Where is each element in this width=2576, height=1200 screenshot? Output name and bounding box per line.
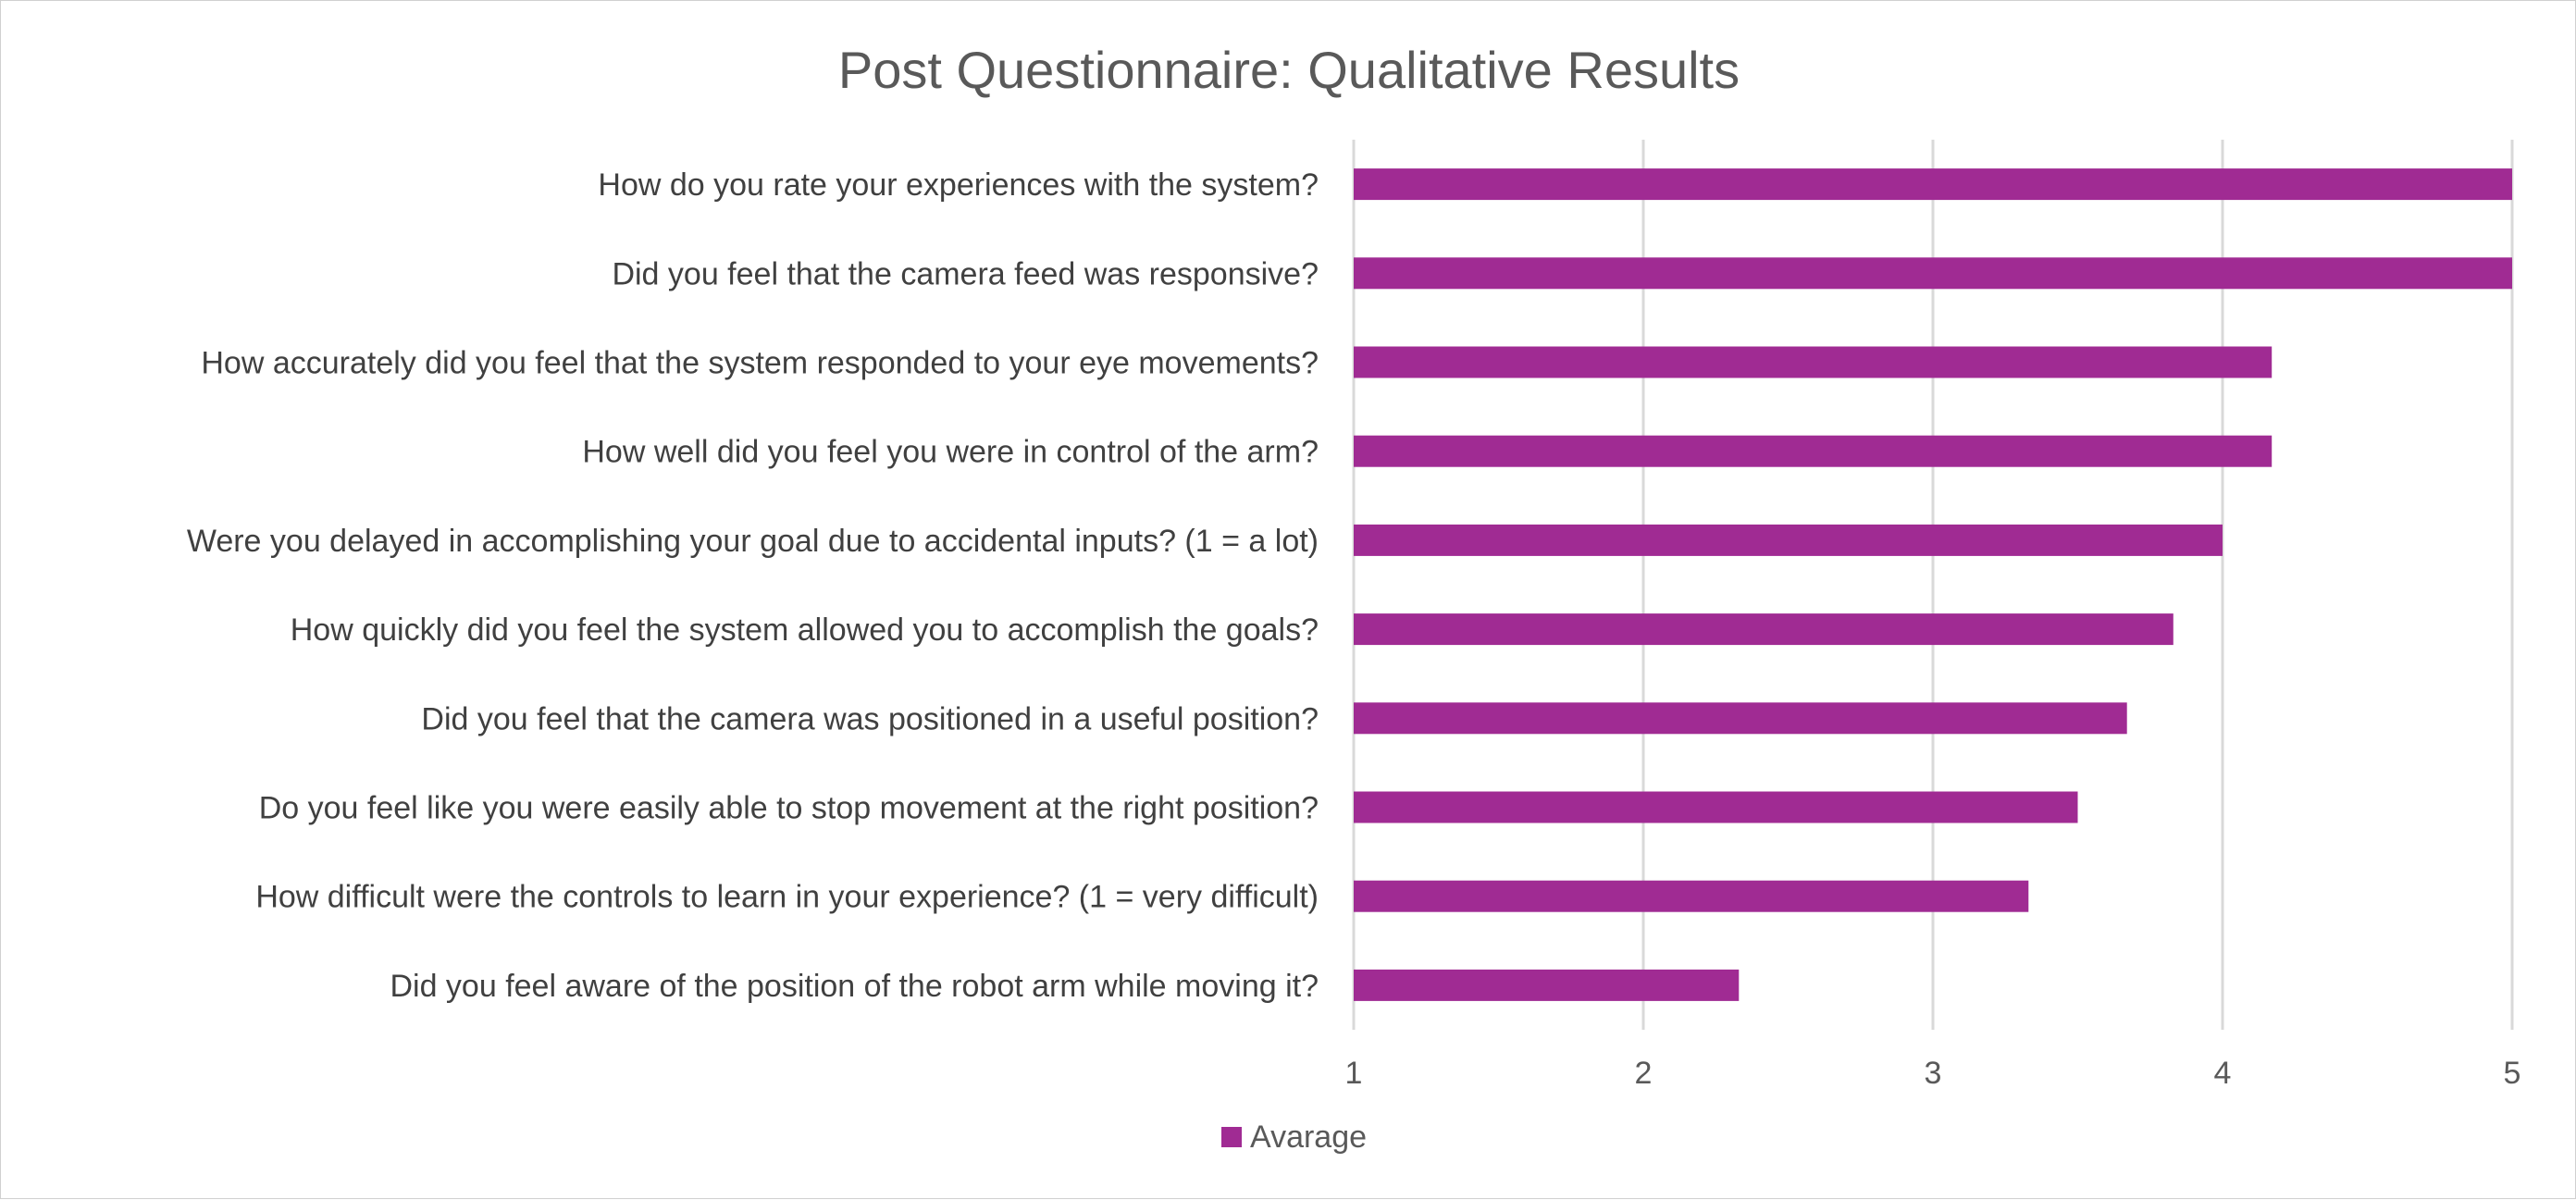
category-label: How accurately did you feel that the sys… — [201, 346, 1319, 381]
legend-swatch — [1221, 1127, 1242, 1147]
category-label: How difficult were the controls to learn… — [255, 880, 1319, 915]
bars — [1354, 168, 2512, 1001]
chart-title: Post Questionnaire: Qualitative Results — [838, 41, 1740, 99]
category-label: How quickly did you feel the system allo… — [291, 612, 1319, 648]
bar — [1354, 346, 2273, 378]
x-tick-label: 5 — [2504, 1056, 2521, 1091]
category-labels: How do you rate your experiences with th… — [187, 167, 1319, 1004]
bar — [1354, 613, 2174, 646]
x-tick-label: 2 — [1635, 1056, 1653, 1091]
x-tick-label: 3 — [1925, 1056, 1942, 1091]
bar — [1354, 168, 2512, 201]
legend: Avarage — [1221, 1120, 1367, 1155]
x-tick-label: 4 — [2214, 1056, 2232, 1091]
bar — [1354, 435, 2273, 467]
category-label: Did you feel aware of the position of th… — [390, 969, 1319, 1004]
category-label: How well did you feel you were in contro… — [582, 435, 1319, 470]
bar — [1354, 969, 1740, 1001]
category-label: Were you delayed in accomplishing your g… — [187, 524, 1319, 559]
bar — [1354, 880, 2029, 912]
bar — [1354, 791, 2078, 823]
x-tick-label: 1 — [1345, 1056, 1363, 1091]
category-label: Did you feel that the camera was positio… — [421, 701, 1319, 736]
legend-label: Avarage — [1250, 1120, 1367, 1155]
category-label: How do you rate your experiences with th… — [598, 167, 1319, 203]
bar — [1354, 257, 2512, 290]
bar — [1354, 524, 2223, 556]
category-label: Did you feel that the camera feed was re… — [612, 256, 1319, 291]
x-axis-tick-labels: 1 2 3 4 5 — [1345, 1056, 2521, 1091]
category-label: Do you feel like you were easily able to… — [259, 791, 1319, 826]
bar — [1354, 702, 2127, 735]
